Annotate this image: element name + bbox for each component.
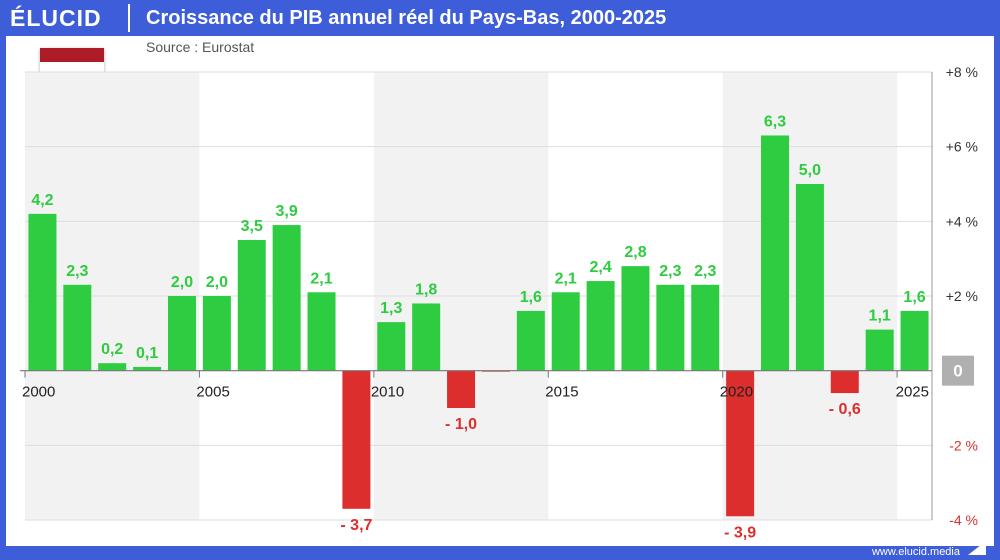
data-label-2016: 2,4 xyxy=(589,259,611,276)
bar-2024 xyxy=(865,329,894,371)
bar-2009 xyxy=(342,370,371,509)
bar-2006 xyxy=(237,240,266,371)
data-label-2010: 1,3 xyxy=(380,300,402,317)
zero-badge-label: 0 xyxy=(953,362,962,381)
bar-2014 xyxy=(516,310,545,371)
y-tick-label: -4 % xyxy=(949,512,978,528)
data-label-2003: 0,1 xyxy=(136,345,158,362)
data-label-2012: - 1,0 xyxy=(445,416,477,433)
bar-2007 xyxy=(272,225,301,371)
elucid-mark-icon xyxy=(968,541,986,555)
chart-source: Source : Eurostat xyxy=(146,39,255,55)
data-label-2011: 1,8 xyxy=(415,281,437,298)
data-label-2009: - 3,7 xyxy=(340,517,372,534)
x-tick-label-2015: 2015 xyxy=(545,384,578,401)
bar-2025 xyxy=(900,310,929,371)
chart-title: Croissance du PIB annuel réel du Pays-Ba… xyxy=(146,7,667,29)
bar-2021 xyxy=(761,135,790,371)
data-label-2006: 3,5 xyxy=(241,218,263,235)
x-tick-label-2020: 2020 xyxy=(720,384,753,401)
footer-url[interactable]: www.elucid.media xyxy=(871,546,960,558)
bar-2012 xyxy=(447,370,476,408)
bar-2018 xyxy=(656,284,685,371)
data-label-2002: 0,2 xyxy=(101,341,123,358)
bar-2017 xyxy=(621,266,650,371)
y-tick-label: +4 % xyxy=(946,213,978,229)
bar-2003 xyxy=(133,366,162,371)
zero-badge xyxy=(942,355,974,386)
bar-2016 xyxy=(586,281,615,371)
x-tick-label-2005: 2005 xyxy=(196,384,229,401)
data-label-2017: 2,8 xyxy=(624,244,646,261)
bar-2001 xyxy=(63,284,92,371)
y-tick-label: +6 % xyxy=(946,139,978,155)
x-tick-label-2025: 2025 xyxy=(896,384,929,401)
bar-2005 xyxy=(202,296,231,371)
bar-2000 xyxy=(28,213,57,371)
data-label-2005: 2,0 xyxy=(206,274,228,291)
data-label-2021: 6,3 xyxy=(764,113,786,130)
header-divider xyxy=(128,4,130,32)
bar-2015 xyxy=(551,292,580,371)
bar-2022 xyxy=(795,184,824,371)
bar-2002 xyxy=(98,363,127,371)
data-label-2004: 2,0 xyxy=(171,274,193,291)
bar-2008 xyxy=(307,292,336,371)
y-tick-label: +2 % xyxy=(946,288,978,304)
bar-2004 xyxy=(167,296,196,371)
brand-logo: ÉLUCID xyxy=(10,5,102,31)
x-tick-label-2000: 2000 xyxy=(22,384,55,401)
flag-stripe-red xyxy=(40,48,104,62)
data-label-2025: 1,6 xyxy=(903,289,925,306)
header-bar: ÉLUCID Croissance du PIB annuel réel du … xyxy=(0,0,1000,36)
data-label-2000: 4,2 xyxy=(31,192,53,209)
footer-bar xyxy=(0,546,1000,560)
bar-2011 xyxy=(412,303,441,371)
data-label-2019: 2,3 xyxy=(694,263,716,280)
x-tick-label-2010: 2010 xyxy=(371,384,404,401)
bar-2023 xyxy=(830,370,859,394)
y-tick-label: -2 % xyxy=(949,437,978,453)
bar-2019 xyxy=(691,284,720,371)
data-label-2023: - 0,6 xyxy=(829,401,861,418)
data-label-2018: 2,3 xyxy=(659,263,681,280)
data-label-2008: 2,1 xyxy=(310,270,332,287)
bar-2010 xyxy=(377,322,406,371)
bar-2020 xyxy=(726,370,755,517)
data-label-2001: 2,3 xyxy=(66,263,88,280)
data-label-2015: 2,1 xyxy=(555,270,577,287)
data-label-2024: 1,1 xyxy=(869,308,891,325)
data-label-2020: - 3,9 xyxy=(724,524,756,541)
data-label-2014: 1,6 xyxy=(520,289,542,306)
data-label-2022: 5,0 xyxy=(799,162,821,179)
data-label-2007: 3,9 xyxy=(276,203,298,220)
y-tick-label: +8 % xyxy=(946,64,978,80)
